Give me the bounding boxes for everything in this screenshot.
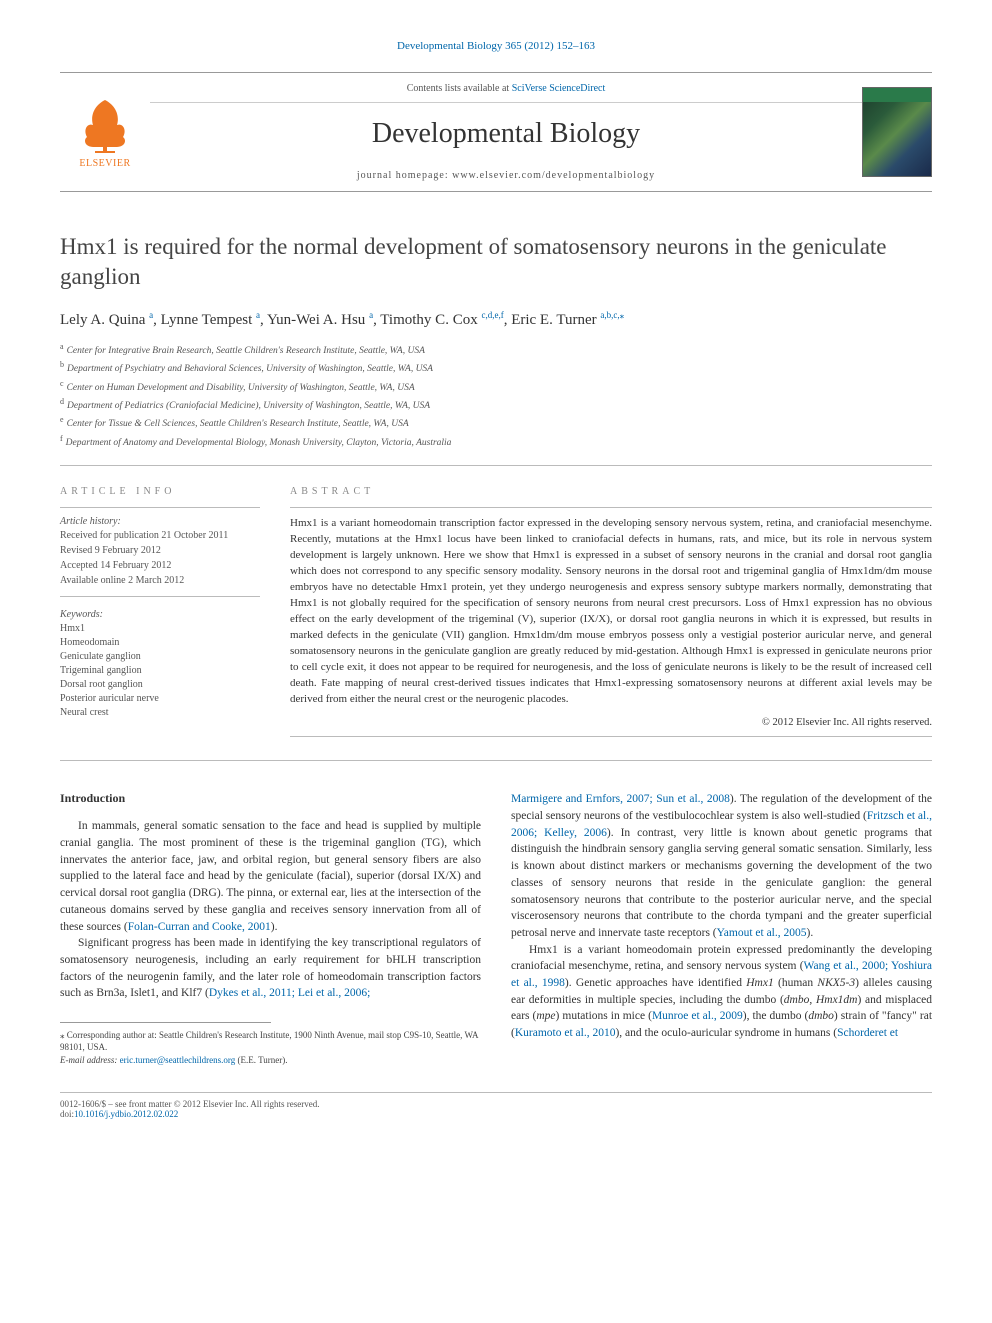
keyword: Homeodomain [60,636,260,650]
abstract-label: ABSTRACT [290,486,932,497]
citation-link[interactable]: Yamout et al., 2005 [717,927,807,939]
affiliation: bDepartment of Psychiatry and Behavioral… [60,359,932,376]
journal-cover-thumbnail [862,87,932,177]
homepage-url[interactable]: www.elsevier.com/developmentalbiology [452,170,655,181]
affiliation: fDepartment of Anatomy and Developmental… [60,433,932,450]
elsevier-tree-icon [75,95,135,155]
history-online: Available online 2 March 2012 [60,574,260,588]
author: Yun-Wei A. Hsu a [267,312,373,328]
publisher-logo: ELSEVIER [60,95,150,169]
affiliations: aCenter for Integrative Brain Research, … [60,341,932,450]
body-paragraph: In mammals, general somatic sensation to… [60,818,481,935]
author: Eric E. Turner a,b,c,⁎ [511,312,624,328]
keyword: Geniculate ganglion [60,650,260,664]
body-columns: Introduction In mammals, general somatic… [60,791,932,1066]
keyword: Trigeminal ganglion [60,664,260,678]
doi-line: doi:10.1016/j.ydbio.2012.02.022 [60,1109,932,1119]
info-abstract-row: ARTICLE INFO Article history: Received f… [60,486,932,745]
header-center: Contents lists available at SciVerse Sci… [150,83,862,181]
article-info-label: ARTICLE INFO [60,486,260,497]
email-label: E-mail address: [60,1055,117,1065]
keywords-label: Keywords: [60,609,260,620]
intro-heading: Introduction [60,791,481,806]
citation-link[interactable]: Munroe et al., 2009 [652,1010,743,1022]
author-list: Lely A. Quina a, Lynne Tempest a, Yun-We… [60,310,932,329]
history-label: Article history: [60,516,260,527]
abstract-copyright: © 2012 Elsevier Inc. All rights reserved… [290,717,932,728]
right-column: Marmigere and Ernfors, 2007; Sun et al.,… [511,791,932,1066]
citation-link[interactable]: Dykes et al., 2011; Lei et al., 2006; [209,987,371,999]
author: Lynne Tempest a [161,312,260,328]
front-matter-text: 0012-1606/$ – see front matter © 2012 El… [60,1099,932,1109]
affiliation: cCenter on Human Development and Disabil… [60,378,932,395]
abstract-column: ABSTRACT Hmx1 is a variant homeodomain t… [290,486,932,745]
divider [60,465,932,466]
contents-prefix: Contents lists available at [407,83,512,94]
keyword: Hmx1 [60,622,260,636]
corresponding-footnote: ⁎ Corresponding author at: Seattle Child… [60,1029,481,1054]
affiliation: dDepartment of Pediatrics (Craniofacial … [60,396,932,413]
email-link[interactable]: eric.turner@seattlechildrens.org [120,1055,236,1065]
history-accepted: Accepted 14 February 2012 [60,559,260,573]
contents-available-line: Contents lists available at SciVerse Sci… [150,83,862,103]
corresponding-marker: ⁎ [620,310,625,320]
left-column: Introduction In mammals, general somatic… [60,791,481,1066]
divider [60,760,932,761]
body-paragraph: Significant progress has been made in id… [60,935,481,1002]
body-paragraph: Hmx1 is a variant homeodomain protein ex… [511,942,932,1042]
keyword: Dorsal root ganglion [60,678,260,692]
citation-link[interactable]: Folan-Curran and Cooke, 2001 [128,921,271,933]
affiliation: eCenter for Tissue & Cell Sciences, Seat… [60,414,932,431]
citation-link[interactable]: Schorderet et [837,1027,898,1039]
history-revised: Revised 9 February 2012 [60,544,260,558]
journal-reference-link[interactable]: Developmental Biology 365 (2012) 152–163 [60,40,932,52]
doi-link[interactable]: 10.1016/j.ydbio.2012.02.022 [74,1109,178,1119]
author: Lely A. Quina a [60,312,153,328]
front-matter-footer: 0012-1606/$ – see front matter © 2012 El… [60,1092,932,1119]
history-received: Received for publication 21 October 2011 [60,529,260,543]
journal-header: ELSEVIER Contents lists available at Sci… [60,72,932,192]
article-info-column: ARTICLE INFO Article history: Received f… [60,486,260,745]
article-title: Hmx1 is required for the normal developm… [60,232,932,292]
publisher-name: ELSEVIER [79,158,130,169]
affiliation: aCenter for Integrative Brain Research, … [60,341,932,358]
homepage-line: journal homepage: www.elsevier.com/devel… [150,170,862,181]
citation-link[interactable]: Kuramoto et al., 2010 [515,1027,616,1039]
author: Timothy C. Cox c,d,e,f [380,312,503,328]
email-footnote: E-mail address: eric.turner@seattlechild… [60,1054,481,1067]
keyword: Neural crest [60,706,260,720]
sciencedirect-link[interactable]: SciVerse ScienceDirect [512,83,606,94]
journal-name: Developmental Biology [150,118,862,150]
body-paragraph: Marmigere and Ernfors, 2007; Sun et al.,… [511,791,932,941]
footnote-divider [60,1022,271,1023]
keyword: Posterior auricular nerve [60,692,260,706]
homepage-prefix: journal homepage: [357,170,452,181]
citation-link[interactable]: Marmigere and Ernfors, 2007; Sun et al.,… [511,793,730,805]
abstract-text: Hmx1 is a variant homeodomain transcript… [290,516,932,707]
